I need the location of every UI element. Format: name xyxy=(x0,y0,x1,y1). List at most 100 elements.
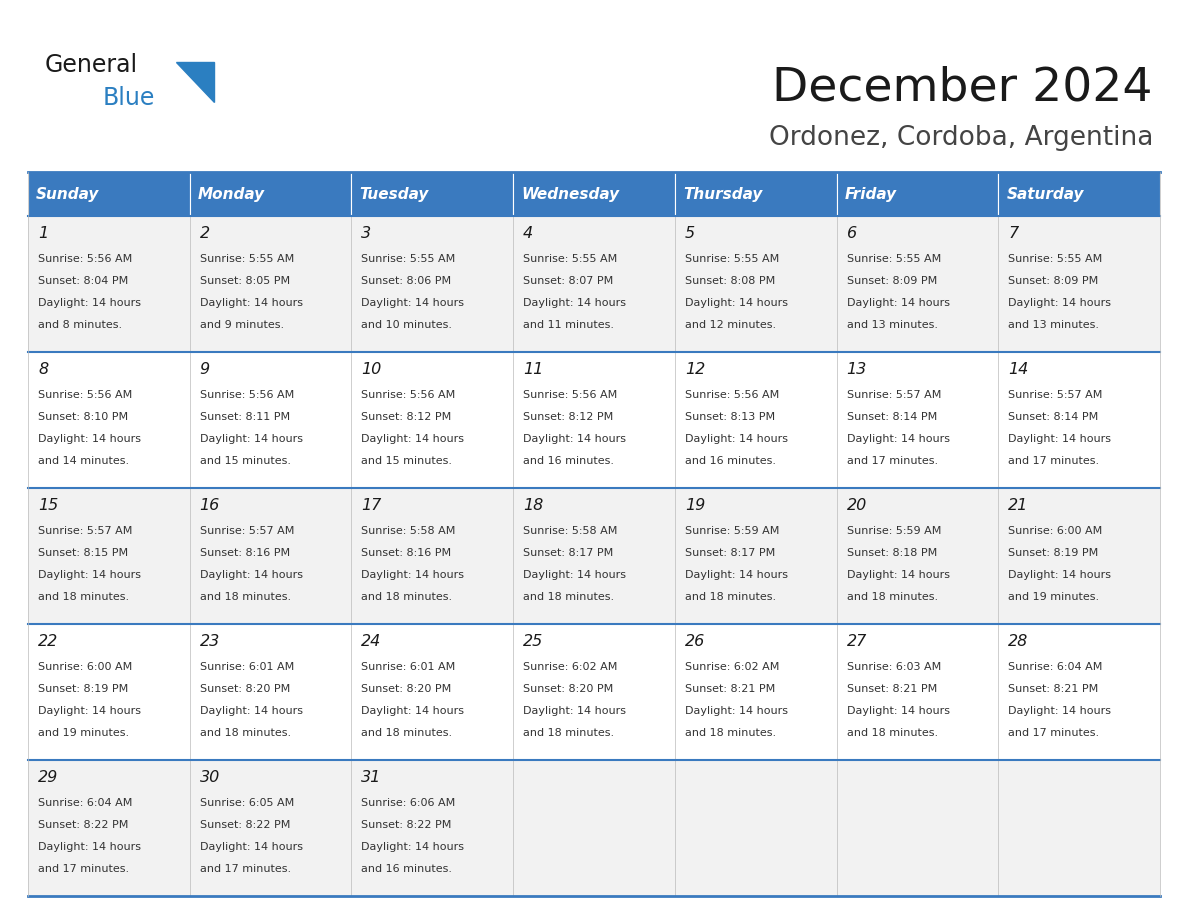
Text: Sunrise: 6:01 AM: Sunrise: 6:01 AM xyxy=(361,662,456,672)
Text: Sunset: 8:09 PM: Sunset: 8:09 PM xyxy=(847,276,937,286)
Text: Sunrise: 6:04 AM: Sunrise: 6:04 AM xyxy=(38,798,132,808)
Text: Daylight: 14 hours: Daylight: 14 hours xyxy=(1009,434,1111,444)
Text: and 18 minutes.: and 18 minutes. xyxy=(523,592,614,602)
Text: Sunset: 8:17 PM: Sunset: 8:17 PM xyxy=(684,548,775,558)
Text: and 18 minutes.: and 18 minutes. xyxy=(38,592,129,602)
Bar xyxy=(29,760,1159,896)
Text: and 16 minutes.: and 16 minutes. xyxy=(523,456,614,466)
Text: Daylight: 14 hours: Daylight: 14 hours xyxy=(361,434,465,444)
Text: 18: 18 xyxy=(523,498,543,513)
Text: and 17 minutes.: and 17 minutes. xyxy=(1009,728,1099,738)
Text: 30: 30 xyxy=(200,770,220,785)
Text: 6: 6 xyxy=(847,226,857,241)
Text: 10: 10 xyxy=(361,362,381,377)
Text: 5: 5 xyxy=(684,226,695,241)
Text: Sunset: 8:21 PM: Sunset: 8:21 PM xyxy=(684,684,775,694)
Text: Sunrise: 6:04 AM: Sunrise: 6:04 AM xyxy=(1009,662,1102,672)
Text: and 18 minutes.: and 18 minutes. xyxy=(847,592,937,602)
Text: 8: 8 xyxy=(38,362,49,377)
Text: and 17 minutes.: and 17 minutes. xyxy=(200,864,291,874)
Text: Daylight: 14 hours: Daylight: 14 hours xyxy=(523,706,626,716)
Text: 26: 26 xyxy=(684,634,706,649)
Text: 19: 19 xyxy=(684,498,706,513)
Text: 29: 29 xyxy=(38,770,58,785)
Text: Daylight: 14 hours: Daylight: 14 hours xyxy=(361,706,465,716)
Bar xyxy=(29,352,1159,488)
Text: Daylight: 14 hours: Daylight: 14 hours xyxy=(38,706,141,716)
Text: 2: 2 xyxy=(200,226,210,241)
Text: Daylight: 14 hours: Daylight: 14 hours xyxy=(523,298,626,308)
Text: Sunset: 8:19 PM: Sunset: 8:19 PM xyxy=(38,684,128,694)
Text: Sunset: 8:16 PM: Sunset: 8:16 PM xyxy=(361,548,451,558)
Text: Daylight: 14 hours: Daylight: 14 hours xyxy=(38,842,141,852)
Text: and 18 minutes.: and 18 minutes. xyxy=(361,592,453,602)
Text: Sunrise: 5:56 AM: Sunrise: 5:56 AM xyxy=(38,390,132,400)
Text: Sunset: 8:20 PM: Sunset: 8:20 PM xyxy=(200,684,290,694)
Text: Sunrise: 5:57 AM: Sunrise: 5:57 AM xyxy=(1009,390,1102,400)
Text: and 17 minutes.: and 17 minutes. xyxy=(847,456,937,466)
Text: Sunrise: 5:59 AM: Sunrise: 5:59 AM xyxy=(847,526,941,536)
Text: Sunset: 8:22 PM: Sunset: 8:22 PM xyxy=(200,820,290,830)
Text: 9: 9 xyxy=(200,362,210,377)
Text: Sunrise: 6:05 AM: Sunrise: 6:05 AM xyxy=(200,798,293,808)
Bar xyxy=(29,216,1159,352)
Text: Sunset: 8:14 PM: Sunset: 8:14 PM xyxy=(1009,412,1099,422)
Text: Blue: Blue xyxy=(103,86,156,110)
Text: Daylight: 14 hours: Daylight: 14 hours xyxy=(200,706,303,716)
Text: Sunrise: 6:02 AM: Sunrise: 6:02 AM xyxy=(684,662,779,672)
Text: Sunrise: 5:58 AM: Sunrise: 5:58 AM xyxy=(523,526,618,536)
Bar xyxy=(675,172,836,216)
Text: Sunday: Sunday xyxy=(36,186,100,201)
Text: 25: 25 xyxy=(523,634,543,649)
Text: 23: 23 xyxy=(200,634,220,649)
Text: and 11 minutes.: and 11 minutes. xyxy=(523,320,614,330)
Text: Sunset: 8:22 PM: Sunset: 8:22 PM xyxy=(361,820,451,830)
Text: Sunrise: 6:00 AM: Sunrise: 6:00 AM xyxy=(38,662,132,672)
Text: 28: 28 xyxy=(1009,634,1029,649)
Bar xyxy=(29,488,1159,624)
Text: and 18 minutes.: and 18 minutes. xyxy=(847,728,937,738)
Text: 17: 17 xyxy=(361,498,381,513)
Text: Sunrise: 5:55 AM: Sunrise: 5:55 AM xyxy=(361,254,456,264)
Text: Daylight: 14 hours: Daylight: 14 hours xyxy=(684,298,788,308)
Text: and 13 minutes.: and 13 minutes. xyxy=(1009,320,1099,330)
Text: Daylight: 14 hours: Daylight: 14 hours xyxy=(200,298,303,308)
Text: and 18 minutes.: and 18 minutes. xyxy=(684,728,776,738)
Text: Sunset: 8:06 PM: Sunset: 8:06 PM xyxy=(361,276,451,286)
Text: and 18 minutes.: and 18 minutes. xyxy=(523,728,614,738)
Text: and 19 minutes.: and 19 minutes. xyxy=(38,728,129,738)
Text: 27: 27 xyxy=(847,634,867,649)
Bar xyxy=(836,172,998,216)
Text: Daylight: 14 hours: Daylight: 14 hours xyxy=(38,434,141,444)
Text: Sunrise: 6:06 AM: Sunrise: 6:06 AM xyxy=(361,798,456,808)
Text: Sunset: 8:20 PM: Sunset: 8:20 PM xyxy=(361,684,451,694)
Text: 15: 15 xyxy=(38,498,58,513)
Text: Sunrise: 5:56 AM: Sunrise: 5:56 AM xyxy=(684,390,779,400)
Text: Sunrise: 5:59 AM: Sunrise: 5:59 AM xyxy=(684,526,779,536)
Text: 14: 14 xyxy=(1009,362,1029,377)
Text: and 17 minutes.: and 17 minutes. xyxy=(1009,456,1099,466)
Text: Sunrise: 5:55 AM: Sunrise: 5:55 AM xyxy=(200,254,293,264)
Text: Sunrise: 6:01 AM: Sunrise: 6:01 AM xyxy=(200,662,293,672)
Text: Sunset: 8:08 PM: Sunset: 8:08 PM xyxy=(684,276,775,286)
Text: 22: 22 xyxy=(38,634,58,649)
Text: Daylight: 14 hours: Daylight: 14 hours xyxy=(361,570,465,580)
Text: Daylight: 14 hours: Daylight: 14 hours xyxy=(847,570,949,580)
Text: Daylight: 14 hours: Daylight: 14 hours xyxy=(523,570,626,580)
Text: Daylight: 14 hours: Daylight: 14 hours xyxy=(200,842,303,852)
Text: Daylight: 14 hours: Daylight: 14 hours xyxy=(684,570,788,580)
Text: Sunrise: 6:02 AM: Sunrise: 6:02 AM xyxy=(523,662,618,672)
Text: Daylight: 14 hours: Daylight: 14 hours xyxy=(1009,570,1111,580)
Text: Sunset: 8:21 PM: Sunset: 8:21 PM xyxy=(1009,684,1099,694)
Text: and 15 minutes.: and 15 minutes. xyxy=(200,456,291,466)
Text: Daylight: 14 hours: Daylight: 14 hours xyxy=(1009,706,1111,716)
Text: 31: 31 xyxy=(361,770,381,785)
Text: 1: 1 xyxy=(38,226,49,241)
Text: Daylight: 14 hours: Daylight: 14 hours xyxy=(684,434,788,444)
Bar xyxy=(190,172,352,216)
Text: Monday: Monday xyxy=(197,186,265,201)
Text: Sunrise: 5:55 AM: Sunrise: 5:55 AM xyxy=(1009,254,1102,264)
Text: 16: 16 xyxy=(200,498,220,513)
Text: Sunset: 8:07 PM: Sunset: 8:07 PM xyxy=(523,276,613,286)
Text: Sunrise: 5:55 AM: Sunrise: 5:55 AM xyxy=(684,254,779,264)
